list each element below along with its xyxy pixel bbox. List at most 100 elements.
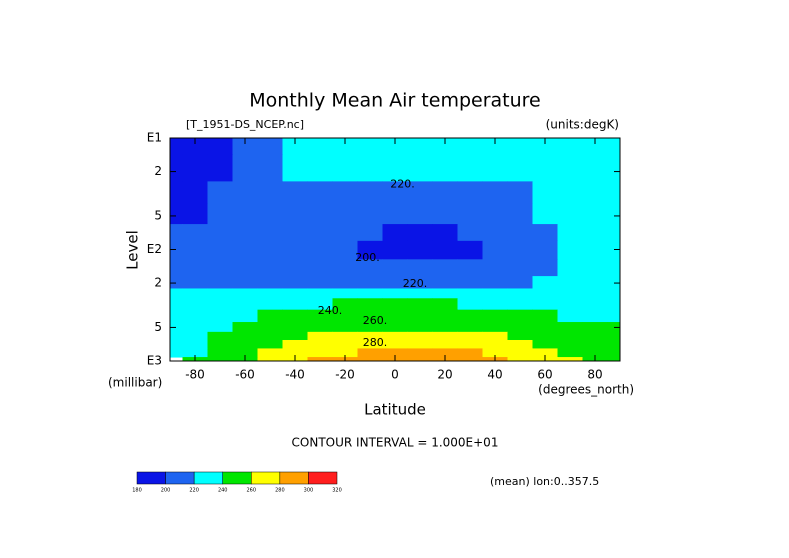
cell <box>307 224 333 242</box>
cell <box>332 348 358 358</box>
cell <box>582 203 608 225</box>
cell <box>532 203 558 225</box>
cell <box>532 259 558 277</box>
cell <box>307 203 333 225</box>
cell <box>332 276 358 289</box>
cell <box>382 331 408 341</box>
cell <box>307 331 333 341</box>
cell <box>457 276 483 289</box>
cell <box>457 309 483 323</box>
cell <box>170 348 183 358</box>
colorbar-swatch <box>251 471 281 485</box>
cell <box>532 339 558 349</box>
cell <box>457 138 483 156</box>
cell <box>432 259 458 277</box>
cell <box>307 240 333 260</box>
cell <box>507 348 533 358</box>
cell <box>382 276 408 289</box>
cell <box>357 357 383 362</box>
cell <box>482 288 508 299</box>
cell <box>407 259 433 277</box>
x-tick-label: 80 <box>587 368 602 382</box>
cell <box>482 154 508 182</box>
cell <box>382 348 408 358</box>
cell <box>282 348 308 358</box>
cell <box>232 322 258 333</box>
cell <box>432 138 458 156</box>
cell <box>532 224 558 242</box>
colorbar-label: 220 <box>189 488 199 494</box>
cell <box>232 309 258 323</box>
cell <box>257 298 283 311</box>
cell <box>432 298 458 311</box>
cell <box>557 203 583 225</box>
cell <box>607 181 621 205</box>
cell <box>307 309 333 323</box>
cell <box>282 322 308 333</box>
cell <box>232 339 258 349</box>
cell <box>170 322 183 333</box>
cell <box>357 203 383 225</box>
cell <box>432 181 458 205</box>
cell <box>407 298 433 311</box>
cell <box>507 224 533 242</box>
cell <box>207 276 233 289</box>
cell <box>482 339 508 349</box>
cell <box>557 322 583 333</box>
cell <box>582 276 608 289</box>
cell <box>582 331 608 341</box>
colorbar-label: 180 <box>132 488 142 494</box>
y-tick-label: 5 <box>154 208 162 222</box>
cell <box>207 181 233 205</box>
cell <box>332 154 358 182</box>
cell <box>257 357 283 362</box>
cell <box>357 331 383 341</box>
cell <box>332 181 358 205</box>
cell <box>582 322 608 333</box>
cell <box>307 138 333 156</box>
x-tick-label: -20 <box>335 368 355 382</box>
y-tick-label: 2 <box>154 164 162 178</box>
cell <box>207 138 233 156</box>
cell <box>257 138 283 156</box>
cell <box>407 348 433 358</box>
cell <box>432 348 458 358</box>
cell <box>582 138 608 156</box>
cell <box>332 138 358 156</box>
cell <box>432 339 458 349</box>
cell <box>257 181 283 205</box>
colorbar-swatch <box>136 471 166 485</box>
cell <box>170 288 183 299</box>
cell <box>332 259 358 277</box>
cell <box>557 181 583 205</box>
colorbar-swatch <box>308 471 338 485</box>
x-tick-label: 60 <box>537 368 552 382</box>
cell <box>170 224 183 242</box>
cell <box>170 331 183 341</box>
cell <box>282 138 308 156</box>
cell <box>207 322 233 333</box>
cell <box>607 357 621 362</box>
cell <box>307 276 333 289</box>
cell <box>407 288 433 299</box>
note: (mean) lon:0..357.5 <box>490 475 599 488</box>
x-axis-label: Latitude <box>364 401 426 419</box>
cell <box>532 138 558 156</box>
cell <box>357 309 383 323</box>
cell <box>582 339 608 349</box>
cell <box>382 288 408 299</box>
cell <box>582 298 608 311</box>
cell <box>607 298 621 311</box>
cell <box>582 309 608 323</box>
cell <box>482 331 508 341</box>
cell <box>170 276 183 289</box>
cell <box>170 181 183 205</box>
cell <box>507 298 533 311</box>
cell <box>182 181 208 205</box>
cell <box>382 298 408 311</box>
cell <box>457 203 483 225</box>
cell <box>557 240 583 260</box>
cell <box>257 288 283 299</box>
cell <box>207 357 233 362</box>
